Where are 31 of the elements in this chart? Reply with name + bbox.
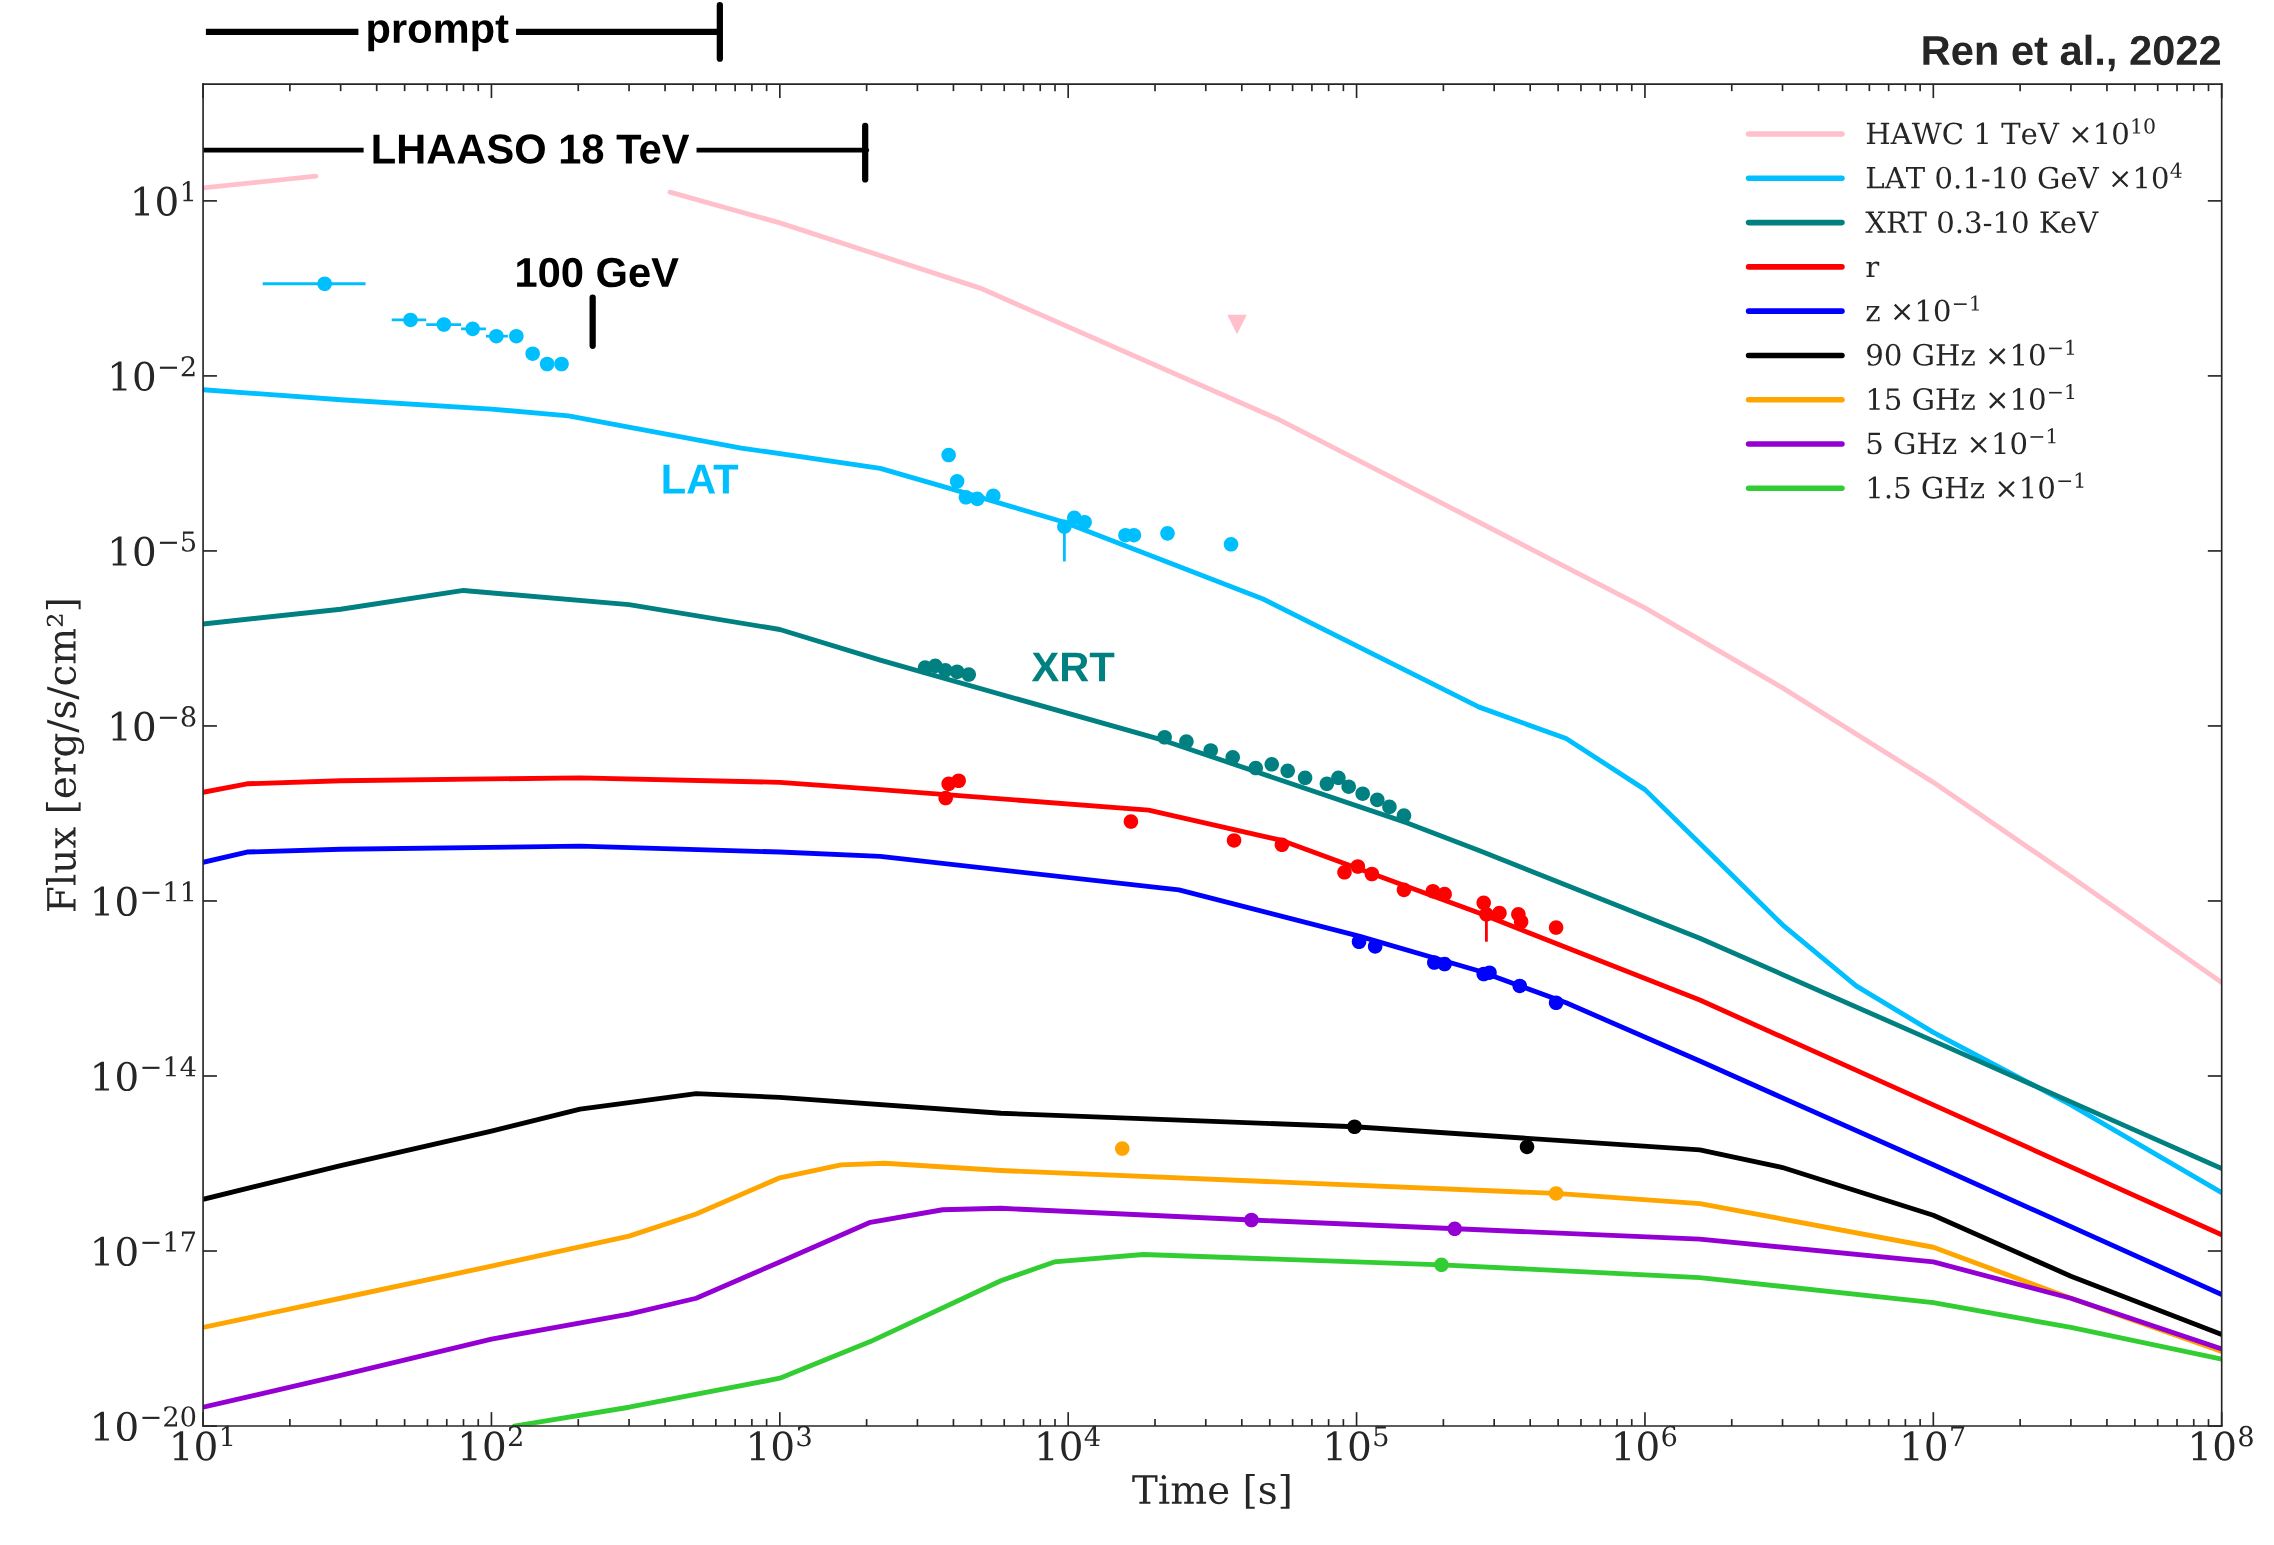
annotation: XRT — [1031, 652, 1115, 682]
y-tick-label: 10$^{−5}$ — [111, 531, 196, 567]
legend-label: HAWC 1 TeV ×10$^{10}$ — [1866, 118, 2155, 145]
legend-label: XRT 0.3-10 KeV — [1865, 211, 2099, 234]
y-tick-label: 10$^{−2}$ — [111, 356, 195, 391]
annotation: LHAASO 18 TeV — [373, 134, 690, 164]
legend-label: 1.5 GHz ×10$^{−1}$ — [1868, 472, 2084, 499]
y-tick-label: 10$^{−11}$ — [94, 881, 194, 917]
legend-label: LAT 0.1-10 GeV ×10$^{4}$ — [1866, 162, 2182, 189]
text: prompt — [368, 15, 509, 52]
legend-label: z ×10$^{−1}$ — [1866, 295, 1979, 322]
x-tick-label: 10$^{8}$ — [2192, 1425, 2253, 1461]
x-tick-label: 10$^{4}$ — [1038, 1425, 1100, 1461]
x-axis-title: Time [s] — [1132, 1474, 1290, 1509]
x-tick-label: 10$^{3}$ — [750, 1425, 811, 1461]
annotation: LAT — [663, 464, 739, 494]
y-tick-label: 10$^{−14}$ — [94, 1056, 196, 1092]
annotation: 100 GeV — [517, 257, 679, 288]
x-tick-label: 10$^{6}$ — [1615, 1425, 1677, 1461]
legend-label: 15 GHz ×10$^{−1}$ — [1868, 383, 2075, 411]
legend-label: r — [1866, 261, 1880, 278]
x-tick-label: 10$^{7}$ — [1903, 1426, 1965, 1461]
legend-label: 90 GHz ×10$^{−1}$ — [1867, 339, 2075, 366]
y-tick-label: 10$^{−8}$ — [111, 706, 196, 741]
legend-label: 5 GHz ×10$^{−1}$ — [1867, 428, 2056, 455]
text: Ren et al., 2022 — [1923, 34, 2221, 72]
x-tick-label: 10$^{5}$ — [1327, 1426, 1388, 1461]
y-axis-title: Flux [erg/s/cm²] — [45, 600, 85, 911]
y-tick-label: 10$^{1}$ — [134, 181, 194, 216]
y-tick-label: 10$^{−17}$ — [94, 1231, 196, 1267]
x-tick-label: 10$^{2}$ — [461, 1425, 522, 1461]
